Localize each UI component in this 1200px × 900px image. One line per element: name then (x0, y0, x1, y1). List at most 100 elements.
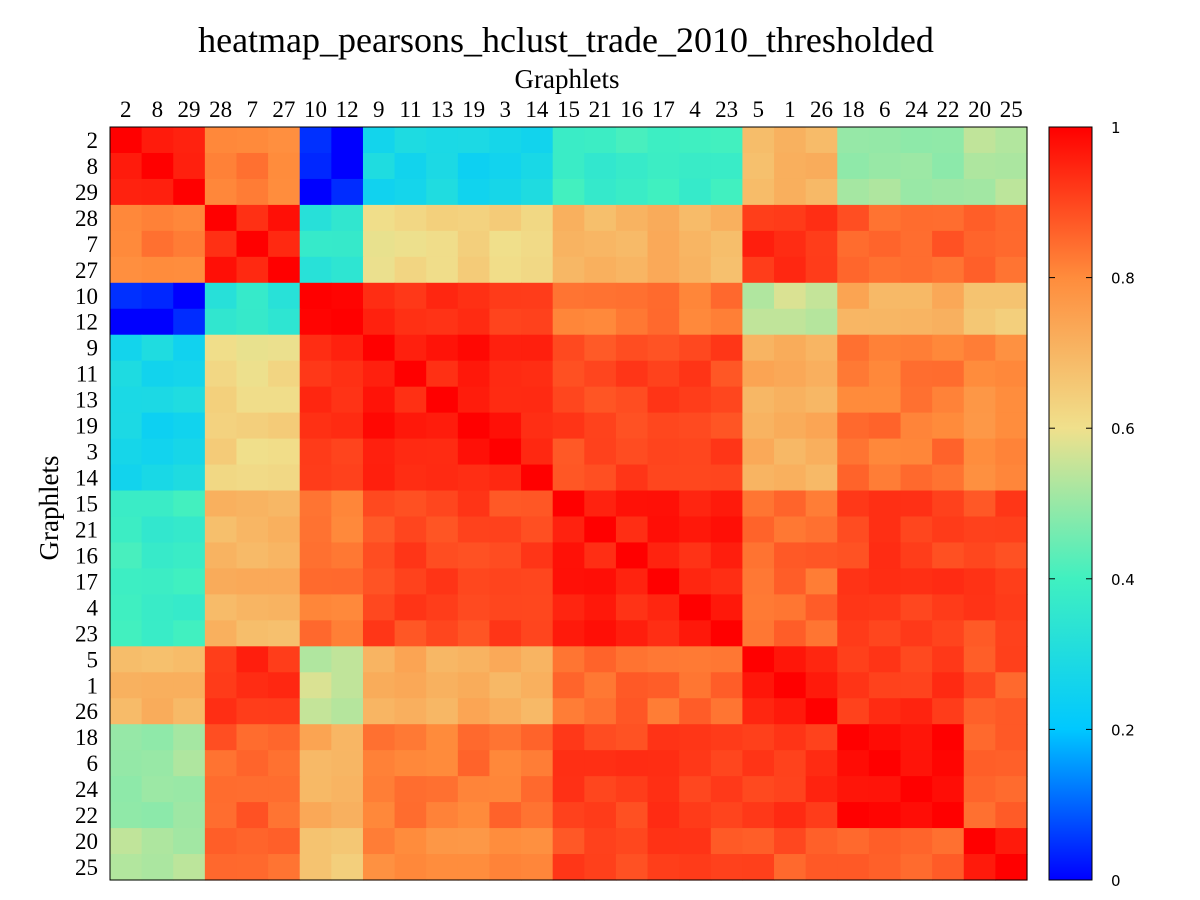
y-tick-label: 1 (87, 673, 99, 698)
heatmap-cell (774, 594, 807, 621)
heatmap-cell (995, 672, 1028, 699)
heatmap-cell (173, 308, 206, 336)
heatmap-cell (868, 646, 902, 673)
heatmap-cell (457, 334, 491, 362)
heatmap-cell (110, 152, 143, 180)
heatmap-cell (742, 386, 775, 414)
heatmap-cell (805, 620, 838, 647)
heatmap-cell (710, 178, 744, 206)
heatmap-cell (141, 412, 174, 440)
heatmap-cell (995, 776, 1028, 803)
heatmap-cell (963, 750, 996, 777)
x-tick-label: 26 (810, 97, 833, 122)
heatmap-cell (521, 854, 554, 881)
heatmap-cell (805, 594, 838, 621)
heatmap-cell (141, 776, 174, 803)
heatmap-cell (679, 204, 712, 232)
heatmap-cell (521, 542, 554, 570)
heatmap-cell (647, 802, 680, 829)
heatmap-cell (805, 854, 838, 881)
heatmap-cell (995, 646, 1028, 673)
heatmap-cell (742, 334, 775, 362)
x-tick-label: 19 (462, 97, 485, 122)
heatmap-cell (299, 620, 332, 647)
heatmap-cell (110, 386, 143, 414)
heatmap-cell (110, 698, 143, 725)
heatmap-cell (995, 230, 1028, 258)
heatmap-cell (710, 490, 744, 518)
heatmap-cell (268, 438, 301, 466)
heatmap-cell (426, 594, 459, 621)
heatmap-cell (995, 620, 1028, 647)
heatmap-cell (521, 438, 554, 466)
heatmap-cell (299, 594, 332, 621)
heatmap-cell (204, 204, 238, 232)
heatmap-cell (584, 750, 617, 777)
heatmap-cell (362, 750, 396, 777)
heatmap-cell (805, 568, 838, 595)
heatmap-cell (110, 127, 143, 154)
heatmap-cell (710, 334, 744, 362)
heatmap-cell (173, 256, 206, 284)
heatmap-cell (774, 490, 807, 518)
y-tick-label: 3 (87, 440, 99, 465)
heatmap-cell (457, 230, 491, 258)
heatmap-cell (141, 646, 174, 673)
heatmap-cell (774, 360, 807, 388)
heatmap-cell (268, 360, 301, 388)
heatmap-cell (110, 646, 143, 673)
heatmap-cell (299, 802, 332, 829)
heatmap-cell (331, 490, 364, 518)
heatmap-cell (362, 386, 396, 414)
heatmap-cell (236, 776, 269, 803)
heatmap-cell (584, 308, 617, 336)
heatmap-cell (647, 698, 680, 725)
heatmap-cell (710, 230, 744, 258)
heatmap-cell (552, 438, 585, 466)
heatmap-cell (647, 620, 680, 647)
heatmap-cell (805, 334, 838, 362)
heatmap-cell (584, 127, 617, 154)
heatmap-cell (932, 490, 965, 518)
heatmap-cell (204, 672, 238, 699)
heatmap-cell (331, 204, 364, 232)
heatmap-cell (584, 646, 617, 673)
heatmap-cell (331, 127, 364, 154)
heatmap-cell (173, 854, 206, 881)
heatmap-cell (647, 516, 680, 544)
heatmap-cell (204, 438, 238, 466)
heatmap-cell (742, 438, 775, 466)
x-tick-label: 16 (620, 97, 643, 122)
heatmap-cell (963, 412, 996, 440)
heatmap-cell (552, 490, 585, 518)
heatmap-cell (268, 854, 301, 881)
heatmap-cell (995, 178, 1028, 206)
heatmap-cell (552, 308, 585, 336)
heatmap-cell (679, 516, 712, 544)
x-tick-label: 27 (272, 97, 295, 122)
heatmap-cell (932, 282, 965, 310)
heatmap-cell (837, 412, 870, 440)
heatmap-cell (615, 360, 649, 388)
heatmap-cell (995, 127, 1028, 154)
heatmap-cell (868, 828, 902, 855)
heatmap-cell (521, 308, 554, 336)
heatmap-cell (299, 568, 332, 595)
heatmap-cell (584, 490, 617, 518)
heatmap-cell (679, 412, 712, 440)
heatmap-cell (774, 646, 807, 673)
heatmap-cell (426, 204, 459, 232)
heatmap-cell (584, 542, 617, 570)
heatmap-cell (426, 230, 459, 258)
heatmap-cell (394, 256, 427, 284)
heatmap-cell (710, 802, 744, 829)
heatmap-cell (647, 152, 680, 180)
heatmap-cell (963, 828, 996, 855)
heatmap-cell (774, 282, 807, 310)
heatmap-cell (362, 828, 396, 855)
heatmap-cell (679, 724, 712, 751)
heatmap-cell (963, 724, 996, 751)
heatmap-cell (299, 672, 332, 699)
heatmap-cell (141, 620, 174, 647)
heatmap-cell (868, 724, 902, 751)
